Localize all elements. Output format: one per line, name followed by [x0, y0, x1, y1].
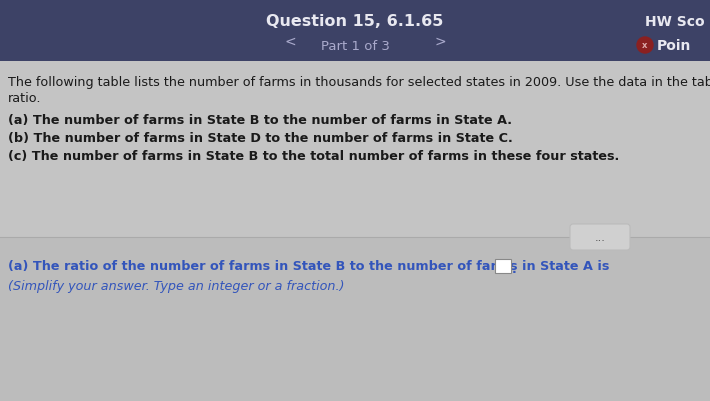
Text: ...: ... [594, 233, 606, 242]
Text: The following table lists the number of farms in thousands for selected states i: The following table lists the number of … [8, 76, 710, 89]
Text: Part 1 of 3: Part 1 of 3 [320, 39, 390, 53]
Text: ratio.: ratio. [8, 92, 41, 105]
Text: (a) The ratio of the number of farms in State B to the number of farms in State : (a) The ratio of the number of farms in … [8, 259, 609, 272]
Text: (a) The number of farms in State B to the number of farms in State A.: (a) The number of farms in State B to th… [8, 114, 512, 127]
Text: .: . [512, 262, 517, 275]
Text: HW Sco: HW Sco [645, 15, 704, 29]
FancyBboxPatch shape [0, 62, 710, 237]
Text: Poin: Poin [657, 39, 692, 53]
FancyBboxPatch shape [0, 0, 710, 62]
Circle shape [637, 38, 653, 54]
Text: >: > [435, 35, 446, 49]
FancyBboxPatch shape [0, 237, 710, 401]
Text: <: < [284, 35, 296, 49]
Text: Question 15, 6.1.65: Question 15, 6.1.65 [266, 14, 444, 29]
Text: (Simplify your answer. Type an integer or a fraction.): (Simplify your answer. Type an integer o… [8, 279, 344, 292]
Text: (b) The number of farms in State D to the number of farms in State C.: (b) The number of farms in State D to th… [8, 132, 513, 145]
Text: (c) The number of farms in State B to the total number of farms in these four st: (c) The number of farms in State B to th… [8, 150, 619, 162]
FancyBboxPatch shape [570, 225, 630, 250]
FancyBboxPatch shape [494, 259, 510, 273]
Text: x: x [643, 41, 648, 51]
